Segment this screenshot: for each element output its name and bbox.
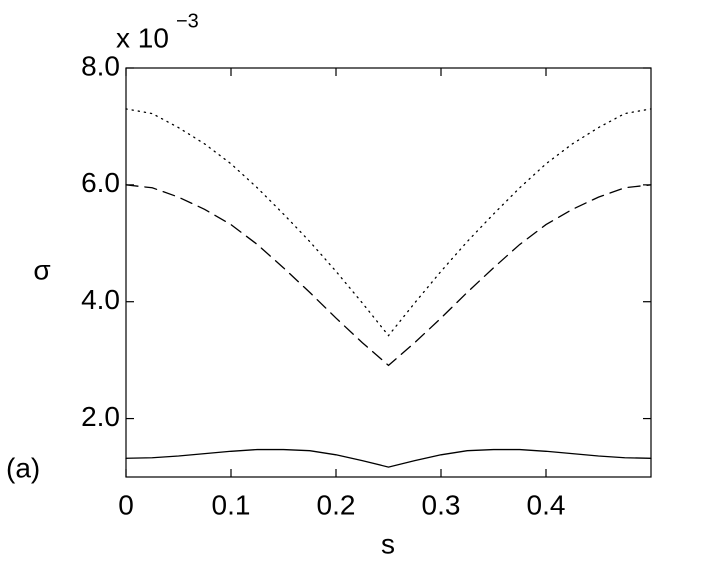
x-tick-label: 0.4 [527,489,566,520]
x-tick-label: 0.2 [317,489,356,520]
y-tick-label: 6.0 [81,167,120,198]
line-series [125,108,652,337]
y-multiplier-exponent: −3 [176,10,199,32]
x-tick-label: 0.3 [422,489,461,520]
panel-annotation: (a) [6,452,40,483]
plot-frame [125,67,652,478]
line-series [125,448,652,468]
x-tick-label: 0.1 [212,489,251,520]
x-axis-label: s [381,528,395,559]
y-tick-label: 4.0 [81,284,120,315]
line-series [125,184,652,367]
y-multiplier-base: x 10 [116,22,169,53]
y-axis-label: σ [33,254,50,285]
y-tick-label: 8.0 [81,50,120,81]
x-tick-label: 0 [118,489,134,520]
y-tick-label: 2.0 [81,401,120,432]
